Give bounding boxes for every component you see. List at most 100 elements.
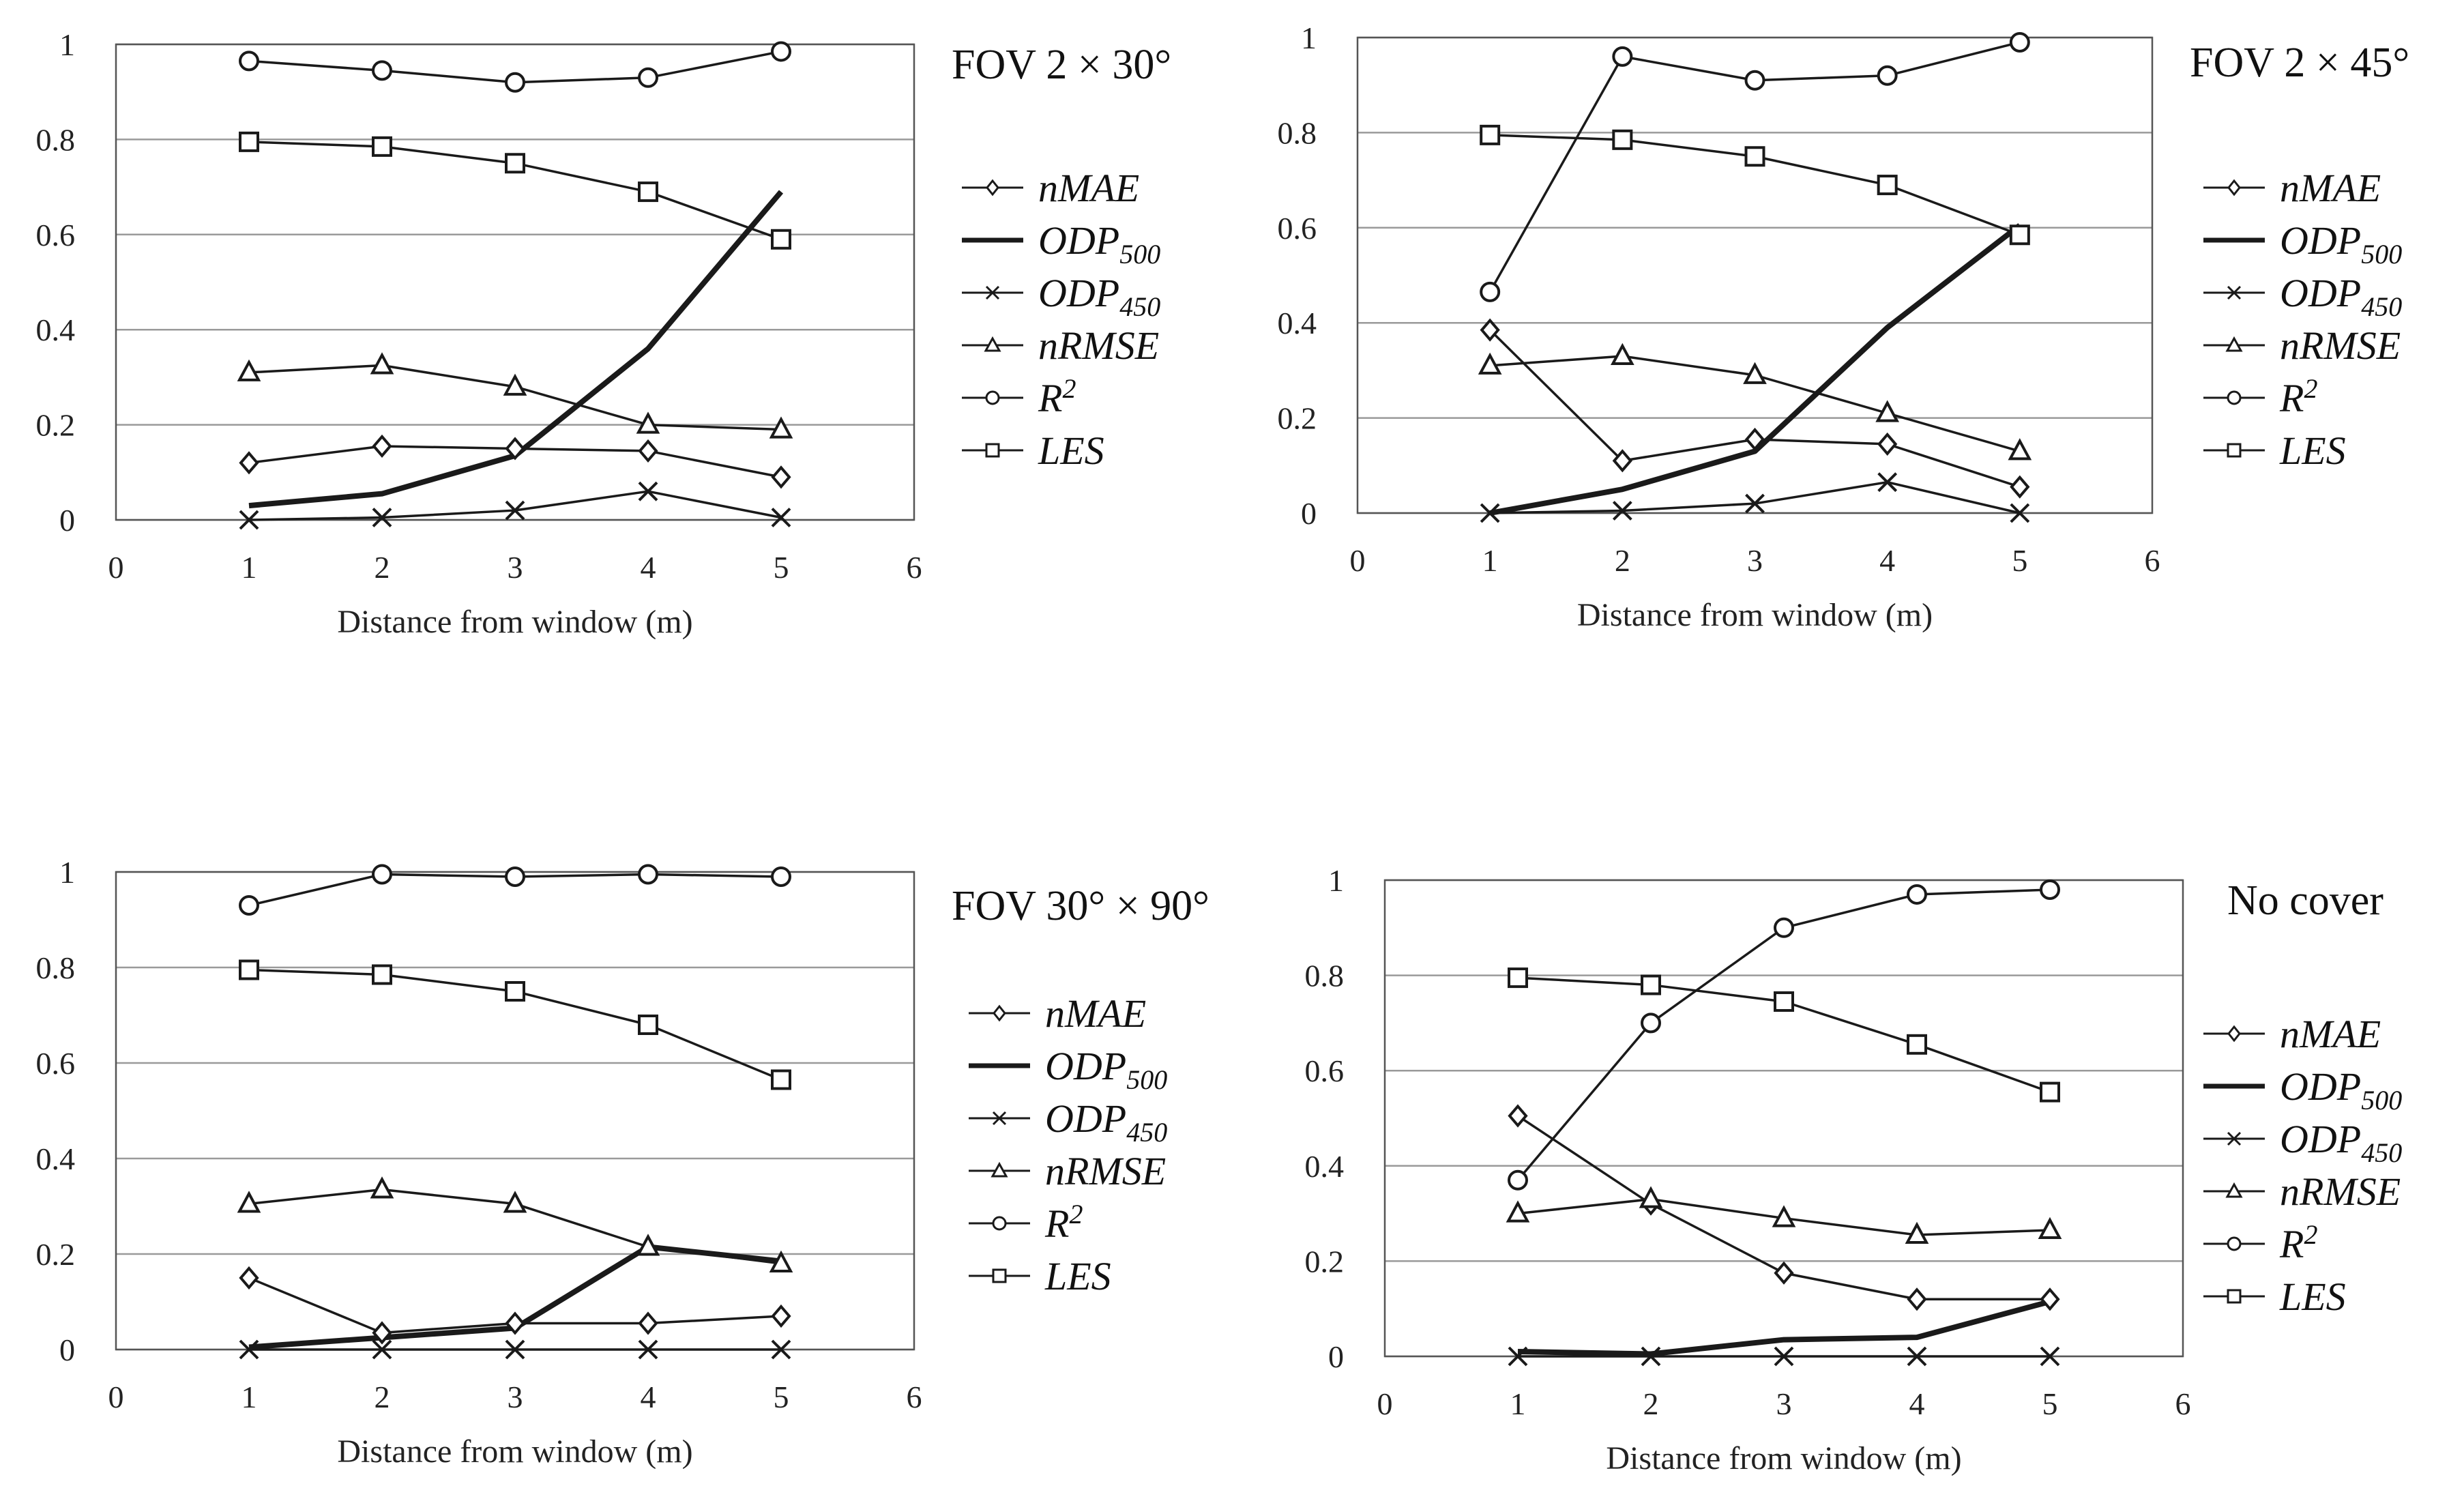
data-point-nmae — [2010, 475, 2030, 499]
data-point-odp450 — [372, 508, 392, 527]
data-point-les — [239, 131, 259, 152]
legend-item-nrmse: nRMSE — [962, 323, 1159, 368]
legend-marker — [991, 1161, 1008, 1178]
legend-marker — [986, 179, 999, 196]
data-point-nmae — [505, 1311, 525, 1335]
y-tick-label: 0.8 — [1278, 115, 1317, 150]
y-tick-label: 0.6 — [36, 1046, 76, 1081]
y-tick-label: 0.6 — [1305, 1053, 1345, 1088]
legend-marker — [992, 1216, 1007, 1231]
data-point-les — [372, 136, 392, 157]
data-point-les — [1612, 129, 1633, 150]
data-point-nrmse — [636, 411, 660, 434]
legend-item-odp450: ODP450 — [2203, 1117, 2402, 1168]
data-point-nrmse — [237, 1191, 261, 1213]
data-point-r2 — [638, 864, 658, 885]
legend-item-nrmse: nRMSE — [969, 1149, 1166, 1193]
legend-label: ODP450 — [2280, 271, 2402, 322]
data-point-nmae — [1480, 318, 1500, 342]
data-point-nrmse — [370, 1176, 394, 1199]
legend-item-odp450: ODP450 — [962, 271, 1160, 322]
data-point-r2 — [505, 866, 525, 887]
data-point-odp450 — [2040, 1346, 2060, 1367]
data-point-nmae — [372, 434, 392, 458]
data-point-odp450 — [505, 1339, 525, 1360]
legend-item-nmae: nMAE — [2203, 166, 2381, 210]
legend-marker — [992, 1268, 1007, 1283]
data-point-odp450 — [1774, 1346, 1794, 1367]
legend-marker — [985, 285, 1000, 300]
data-point-les — [1774, 991, 1794, 1012]
data-point-les — [239, 959, 259, 980]
data-point-les — [638, 181, 658, 203]
x-tick-label: 2 — [375, 1380, 390, 1414]
x-tick-label: 0 — [1350, 543, 1366, 578]
series-line-nmae — [1488, 329, 2021, 489]
x-axis-title: Distance from window (m) — [337, 1433, 692, 1470]
y-tick-label: 0.2 — [1305, 1244, 1345, 1279]
plot-frame — [115, 871, 915, 1351]
data-point-odp450 — [1612, 501, 1632, 521]
legend-marker — [985, 390, 1000, 405]
plot-frame — [1383, 879, 2184, 1358]
y-tick-label: 0.2 — [1278, 401, 1317, 436]
data-point-odp450 — [771, 1339, 791, 1360]
x-tick-label: 6 — [907, 550, 922, 585]
legend-label: LES — [1038, 428, 1104, 473]
data-point-r2 — [638, 67, 658, 88]
legend-label: LES — [2279, 1274, 2346, 1319]
x-tick-label: 5 — [2042, 1386, 2058, 1421]
data-point-les — [638, 1015, 658, 1035]
data-point-r2 — [505, 72, 525, 93]
legend-label: ODP500 — [1038, 218, 1160, 269]
legend-label: R2 — [1038, 373, 1076, 420]
legend-label: ODP500 — [2280, 1064, 2402, 1116]
y-tick-label: 0.4 — [36, 312, 76, 347]
data-point-nrmse — [769, 416, 793, 439]
data-point-r2 — [771, 866, 791, 887]
legend-label: nRMSE — [1045, 1149, 1166, 1193]
data-point-nmae — [239, 451, 259, 475]
legend-item-odp500: ODP500 — [962, 218, 1160, 269]
data-point-r2 — [2040, 879, 2060, 900]
data-point-nrmse — [2038, 1216, 2062, 1240]
x-tick-label: 3 — [508, 1380, 523, 1414]
data-point-nmae — [1612, 449, 1632, 473]
x-tick-label: 1 — [241, 1380, 257, 1414]
x-tick-label: 6 — [2145, 543, 2160, 578]
legend-label: ODP450 — [1038, 271, 1160, 322]
data-point-les — [1641, 974, 1661, 995]
data-point-odp450 — [1745, 493, 1765, 514]
x-tick-label: 0 — [108, 550, 124, 585]
data-point-nrmse — [503, 1191, 527, 1213]
legend-label: nMAE — [1045, 991, 1146, 1036]
data-point-odp450 — [239, 1339, 259, 1360]
panel-title: FOV 30° × 90° — [952, 883, 1209, 929]
data-point-les — [1744, 146, 1765, 167]
data-point-r2 — [372, 864, 392, 885]
legend-item-odp450: ODP450 — [969, 1096, 1167, 1148]
x-axis-title: Distance from window (m) — [1606, 1440, 1961, 1476]
legend-label: R2 — [2279, 1219, 2317, 1266]
x-tick-label: 5 — [2012, 543, 2027, 578]
data-point-les — [2009, 224, 2030, 246]
data-point-nrmse — [1639, 1186, 1663, 1208]
legend-label: R2 — [1044, 1199, 1083, 1246]
data-point-odp450 — [1508, 1346, 1528, 1367]
data-point-odp450 — [771, 508, 791, 527]
data-point-nrmse — [503, 373, 527, 396]
x-tick-label: 4 — [1879, 543, 1895, 578]
data-point-r2 — [1508, 1169, 1528, 1191]
data-point-nmae — [1744, 427, 1765, 452]
legend-item-nmae: nMAE — [2203, 1012, 2381, 1056]
data-point-les — [1480, 124, 1501, 145]
legend-marker — [2227, 179, 2241, 196]
y-tick-label: 1 — [1328, 863, 1344, 898]
legend-label: nMAE — [2280, 166, 2381, 210]
legend-label: LES — [1044, 1254, 1111, 1298]
legend-marker — [993, 1004, 1006, 1022]
chart-panel-4: 0 0.2 0.4 0.6 0.8 1 0 1 2 3 4 5 6 Distance from windo… — [1305, 863, 2403, 1476]
data-point-odp450 — [1907, 1346, 1927, 1367]
legend-item-r2: R2 — [969, 1199, 1083, 1246]
y-tick-label: 1 — [59, 27, 75, 62]
